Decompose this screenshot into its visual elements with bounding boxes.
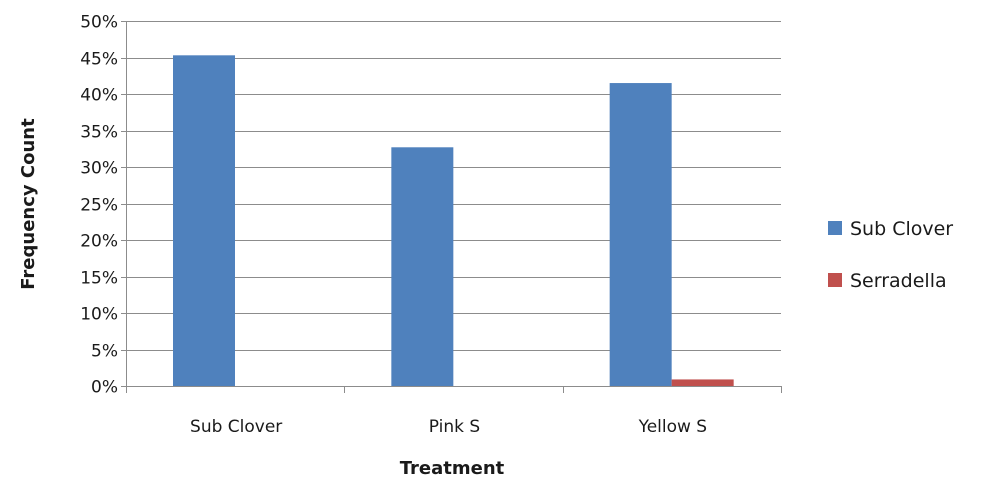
y-tick-label: 40% bbox=[80, 86, 118, 106]
y-tick-label: 25% bbox=[80, 196, 118, 216]
legend-swatch bbox=[828, 273, 842, 287]
bar-sub-clover-sub-clover bbox=[173, 55, 235, 387]
y-tick-label: 35% bbox=[80, 123, 118, 143]
y-tick-label: 45% bbox=[80, 50, 118, 70]
y-tick-label: 50% bbox=[80, 13, 118, 33]
legend: Sub Clover Serradella bbox=[828, 218, 953, 292]
y-tick-label: 5% bbox=[91, 342, 118, 362]
y-tick-labels: 0% 5% 10% 15% 20% 25% 30% 35% 40% 45% 50% bbox=[80, 13, 118, 398]
y-tick-label: 15% bbox=[80, 269, 118, 289]
legend-label: Serradella bbox=[850, 270, 947, 292]
y-tick-label: 0% bbox=[91, 378, 118, 398]
y-tick-label: 10% bbox=[80, 305, 118, 325]
x-tick-label: Yellow S bbox=[638, 417, 708, 437]
x-tick-labels: Sub Clover Pink S Yellow S bbox=[190, 417, 707, 437]
bars bbox=[173, 55, 734, 387]
x-axis-title: Treatment bbox=[400, 458, 505, 479]
x-tick-label: Pink S bbox=[429, 417, 480, 437]
bar-serradella-yellow-s bbox=[671, 379, 734, 386]
bar-sub-clover-yellow-s bbox=[609, 83, 672, 387]
bar-sub-clover-pink-s bbox=[391, 147, 454, 386]
x-tick-label: Sub Clover bbox=[190, 417, 282, 437]
legend-swatch bbox=[828, 221, 842, 235]
y-axis-title: Frequency Count bbox=[18, 118, 39, 290]
gridlines bbox=[126, 21, 781, 351]
y-tick-label: 30% bbox=[80, 159, 118, 179]
legend-label: Sub Clover bbox=[850, 218, 953, 240]
axes bbox=[121, 21, 782, 393]
y-tick-label: 20% bbox=[80, 232, 118, 252]
